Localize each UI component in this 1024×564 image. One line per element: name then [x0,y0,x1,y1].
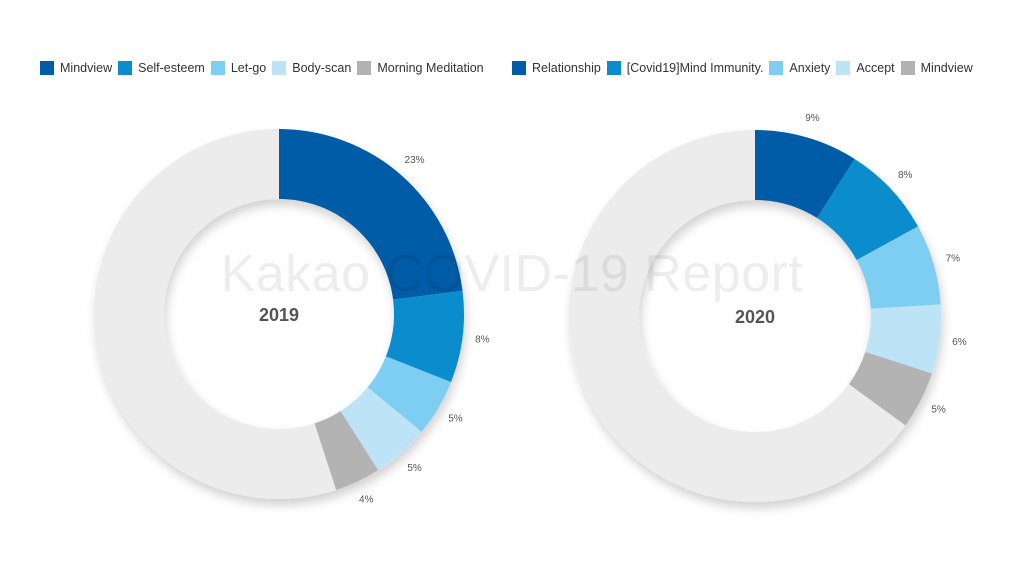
slice-morning-meditation [314,411,379,490]
legend-label: Let-go [230,61,267,75]
legend-swatch [900,61,915,75]
legend-label: Relationship [532,61,601,75]
slice-relationship [755,130,855,219]
slice-value-label: 5% [931,405,946,416]
legend-label: Anxiety [789,61,831,75]
slice-mindview [279,129,463,300]
legend-swatch [118,61,133,75]
slice-body-scan [340,387,422,471]
slice-value-label: 6% [952,337,967,348]
slice-accept [865,304,942,374]
legend-swatch [357,61,372,75]
center-year-label: 2020 [735,307,775,327]
legend-label: Self-esteem [138,61,205,75]
legend-swatch [210,61,225,75]
legend-label: Accept [856,61,895,75]
legend-2020: Relationship [Covid19]Mind Immunity. Anxie… [512,61,979,75]
slice-anxiety [856,226,941,309]
slice-value-label: 7% [946,254,961,265]
legend-swatch [836,61,851,75]
center-year-label: 2019 [259,305,299,325]
slice-value-label: 8% [475,335,490,346]
slice-self-esteem [385,290,464,383]
legend-swatch [606,61,621,75]
legend-item: Let-go [210,61,267,75]
legend-label: Morning Meditation [377,61,484,75]
legend-label: Mindview [60,61,113,75]
legend-swatch [272,61,287,75]
donut-chart-2019: 23% 8% 5% 5% 4% 2019 [94,129,490,505]
slice-value-label: 9% [805,113,820,124]
slice-value-label: 5% [448,413,463,424]
legend-swatch [40,61,54,75]
slice-covid19-mind-immunity [817,158,918,261]
legend-item: Morning Meditation [357,61,484,75]
legend-item: Mindview [40,61,112,75]
legend-item: Mindview [900,61,973,75]
legend-item: Relationship [512,61,601,75]
legend-label: Body-scan [292,61,352,75]
legend-swatch [769,61,784,75]
legend-item: Self-esteem [118,61,205,75]
donut-chart-2020: 9% 8% 7% 6% 5% 2020 [569,113,967,502]
slice-value-label: 5% [407,463,422,474]
legend-item: [Covid19]Mind Immunity. [606,61,764,75]
slice-value-label: 4% [359,494,374,505]
legend-label: Mindview [920,61,973,75]
legend-2019: Mindview Self-esteem Let-go Body-scan Mornin… [40,61,490,75]
legend-item: Anxiety [769,61,830,75]
legend-item: Body-scan [272,61,351,75]
slice-let-go [367,356,452,432]
legend-label: [Covid19]Mind Immunity. [626,61,764,75]
slice-value-label: 23% [405,155,425,166]
legend-swatch [512,61,526,75]
slice-mindview [848,351,932,426]
slice-value-label: 8% [898,170,913,181]
legend-item: Accept [836,61,895,75]
